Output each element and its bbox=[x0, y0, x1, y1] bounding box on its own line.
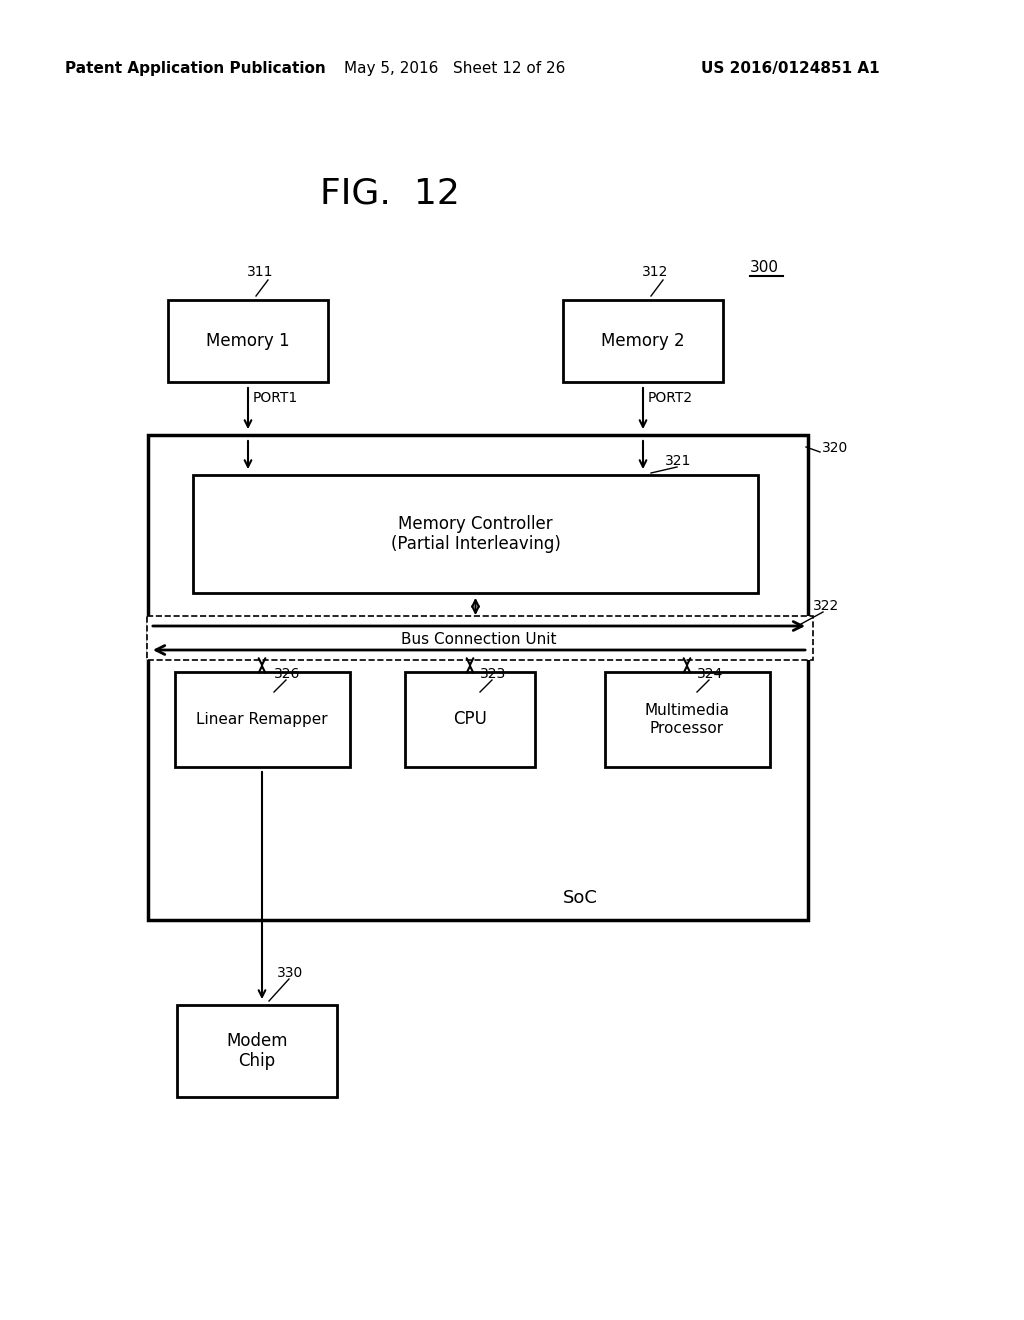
Text: CPU: CPU bbox=[453, 710, 487, 729]
Text: Multimedia
Processor: Multimedia Processor bbox=[644, 704, 729, 735]
Text: US 2016/0124851 A1: US 2016/0124851 A1 bbox=[700, 61, 880, 75]
Bar bbox=[147, 616, 813, 660]
Text: 320: 320 bbox=[822, 441, 848, 455]
Text: FIG.  12: FIG. 12 bbox=[321, 176, 460, 210]
Text: Memory 2: Memory 2 bbox=[601, 333, 685, 350]
Bar bbox=[563, 300, 723, 381]
Bar bbox=[193, 475, 758, 593]
Text: 312: 312 bbox=[642, 265, 669, 279]
Bar bbox=[605, 672, 770, 767]
Text: Memory Controller
(Partial Interleaving): Memory Controller (Partial Interleaving) bbox=[390, 515, 560, 553]
Text: PORT2: PORT2 bbox=[647, 391, 692, 405]
Bar bbox=[168, 300, 328, 381]
Text: PORT1: PORT1 bbox=[252, 391, 298, 405]
Text: 300: 300 bbox=[750, 260, 779, 276]
Bar bbox=[148, 436, 808, 920]
Text: Patent Application Publication: Patent Application Publication bbox=[65, 61, 326, 75]
Text: 322: 322 bbox=[813, 599, 840, 612]
Bar bbox=[175, 672, 350, 767]
Text: 323: 323 bbox=[480, 667, 506, 681]
Text: May 5, 2016   Sheet 12 of 26: May 5, 2016 Sheet 12 of 26 bbox=[344, 61, 565, 75]
Text: Modem
Chip: Modem Chip bbox=[226, 1032, 288, 1071]
Text: Linear Remapper: Linear Remapper bbox=[197, 711, 328, 727]
Bar bbox=[406, 672, 535, 767]
Bar bbox=[177, 1005, 337, 1097]
Text: 324: 324 bbox=[697, 667, 723, 681]
Text: 321: 321 bbox=[665, 454, 691, 469]
Text: Bus Connection Unit: Bus Connection Unit bbox=[401, 631, 557, 647]
Text: SoC: SoC bbox=[562, 888, 597, 907]
Text: 311: 311 bbox=[247, 265, 273, 279]
Text: 326: 326 bbox=[274, 667, 300, 681]
Text: 330: 330 bbox=[278, 966, 303, 979]
Text: Memory 1: Memory 1 bbox=[206, 333, 290, 350]
